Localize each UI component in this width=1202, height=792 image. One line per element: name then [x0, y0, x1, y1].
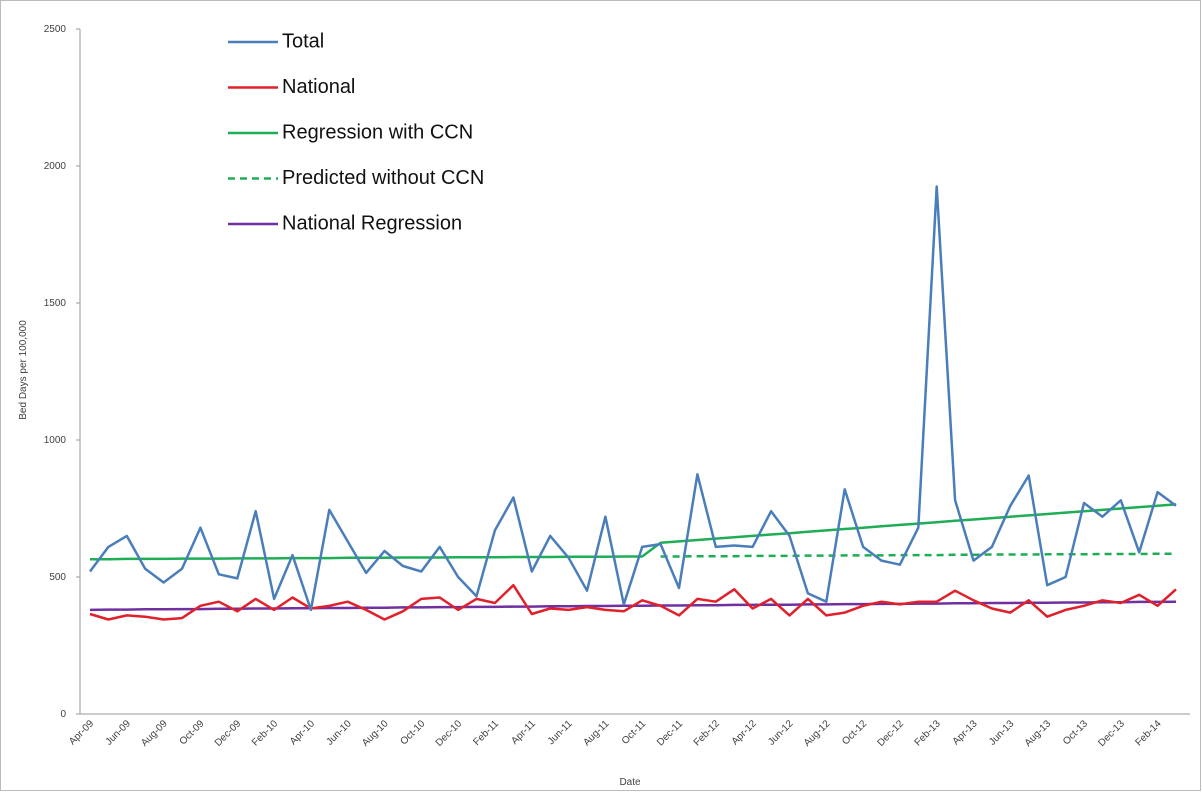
series-line	[660, 552, 1176, 558]
legend-label: Total	[282, 30, 324, 52]
series-line	[90, 503, 1177, 561]
legend-label: Predicted without CCN	[282, 167, 484, 189]
series-line	[89, 583, 1177, 621]
x-axis-title: Date	[619, 777, 641, 788]
legend-label: National Regression	[282, 212, 462, 234]
y-tick-label: 500	[49, 572, 66, 583]
y-tick-label: 0	[60, 709, 66, 720]
legend-label: Regression with CCN	[282, 121, 473, 143]
y-tick-label: 2000	[44, 161, 67, 172]
y-tick-label: 2500	[44, 24, 67, 35]
legend-label: National	[282, 76, 355, 98]
y-tick-label: 1000	[44, 435, 67, 446]
y-axis-title: Bed Days per 100,000	[18, 320, 29, 420]
series-line	[88, 185, 1177, 612]
y-tick-label: 1500	[44, 298, 67, 309]
